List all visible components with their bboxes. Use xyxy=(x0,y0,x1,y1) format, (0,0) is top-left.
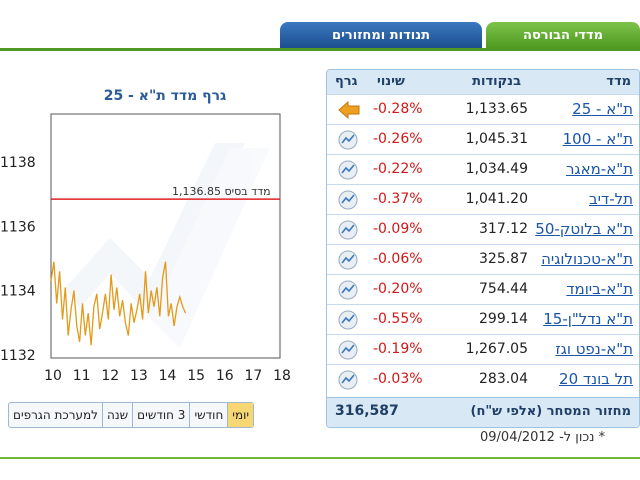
index-change: -0.20% xyxy=(373,281,423,297)
bottom-divider xyxy=(0,457,640,459)
x-tick-label: 18 xyxy=(273,368,291,384)
chart-title: גרף מדד ת"א - 25 xyxy=(103,88,227,104)
as-of-date: * נכון ל- 09/04/2012 xyxy=(480,430,606,445)
index-value: 754.44 xyxy=(479,281,528,297)
table-row: ת"א-נפט וגז 1,267.05 -0.19% xyxy=(327,334,639,365)
table-row: ת"א-טכנולוגיה 325.87 -0.06% xyxy=(327,244,639,275)
header-index: מדד xyxy=(606,74,631,89)
mini-chart-icon[interactable] xyxy=(337,249,359,271)
mini-chart-icon[interactable] xyxy=(337,309,359,331)
range-button[interactable]: למערכת הגרפים xyxy=(13,408,99,422)
table-row: ת"א נדל"ן-15 299.14 -0.55% xyxy=(327,304,639,335)
mini-chart-icon[interactable] xyxy=(337,189,359,211)
index-name-link[interactable]: ת"א - 25 xyxy=(572,100,633,118)
range-button[interactable]: שנה xyxy=(102,403,132,427)
index-change: -0.03% xyxy=(373,371,423,387)
index-value: 299.14 xyxy=(479,311,528,327)
index-value: 1,041.20 xyxy=(465,191,528,207)
table-row: תל-דיב 1,041.20 -0.37% xyxy=(327,184,639,215)
mini-chart-icon[interactable] xyxy=(337,279,359,301)
table-header: מדד בנקודות שינוי גרף xyxy=(327,70,639,94)
index-name-link[interactable]: ת"א בלוטק-50 xyxy=(535,220,633,238)
index-change: -0.55% xyxy=(373,311,423,327)
index-value: 1,034.49 xyxy=(465,161,528,177)
x-tick-label: 15 xyxy=(187,368,205,384)
mini-chart-icon[interactable] xyxy=(337,369,359,391)
table-row: תל בונד 20 283.04 -0.03% xyxy=(327,364,639,395)
y-tick-label: 1134 xyxy=(0,284,36,300)
x-tick-label: 13 xyxy=(130,368,148,384)
y-tick-label: 1136 xyxy=(0,219,36,235)
index-name-link[interactable]: ת"א נדל"ן-15 xyxy=(543,310,633,328)
index-change: -0.09% xyxy=(373,221,423,237)
x-tick-label: 14 xyxy=(159,368,177,384)
table-row: ת"א בלוטק-50 317.12 -0.09% xyxy=(327,214,639,245)
index-value: 317.12 xyxy=(479,221,528,237)
index-value: 325.87 xyxy=(479,251,528,267)
index-name-link[interactable]: ת"א-נפט וגז xyxy=(555,340,633,358)
y-tick-label: 1138 xyxy=(0,155,36,171)
turnover-row: מחזור המסחר (אלפי ש"ח) 316,587 xyxy=(327,397,639,427)
index-name-link[interactable]: ת"א-ביומד xyxy=(566,280,633,298)
range-button[interactable]: 3 חודשים xyxy=(132,403,189,427)
y-tick-label: 1132 xyxy=(0,348,36,364)
price-series-line xyxy=(50,261,187,346)
index-value: 1,045.31 xyxy=(465,131,528,147)
index-value: 1,267.05 xyxy=(465,341,528,357)
x-tick-label: 17 xyxy=(244,368,262,384)
header-graph: גרף xyxy=(335,74,358,89)
turnover-label: מחזור המסחר (אלפי ש"ח) xyxy=(470,404,632,419)
index-name-link[interactable]: תל בונד 20 xyxy=(559,370,633,388)
range-button[interactable]: חודשי xyxy=(189,403,227,427)
index-value: 283.04 xyxy=(479,371,528,387)
tab-movers[interactable]: תנודות ומחזורים xyxy=(280,22,482,48)
index-change: -0.19% xyxy=(373,341,423,357)
tab-indices[interactable]: מדדי הבורסה xyxy=(486,22,640,48)
index-change: -0.26% xyxy=(373,131,423,147)
table-row: ת"א - 25 1,133.65 -0.28% xyxy=(327,94,639,125)
index-change: -0.37% xyxy=(373,191,423,207)
plot-frame xyxy=(50,113,281,359)
x-tick-label: 12 xyxy=(101,368,119,384)
index-change: -0.06% xyxy=(373,251,423,267)
index-name-link[interactable]: ת"א-מאגר xyxy=(565,160,633,178)
index-chart: 1132 1134 1136 1138 10 11 12 13 14 15 16 17 18 מדד … xyxy=(0,113,291,384)
tab-indices-label: מדדי הבורסה xyxy=(523,27,603,43)
turnover-value: 316,587 xyxy=(335,403,399,419)
range-selector: יומי חודשי 3 חודשים שנה למערכת הגרפים xyxy=(8,402,255,428)
header-points: בנקודות xyxy=(472,74,521,89)
table-row: ת"א-ביומד 754.44 -0.20% xyxy=(327,274,639,305)
indices-table: מדד בנקודות שינוי גרף ת"א - 25 1,133.65 -0… xyxy=(326,69,640,428)
index-change: -0.22% xyxy=(373,161,423,177)
base-index-label: מדד בסיס 1,136.85 xyxy=(172,185,271,198)
table-row: ת"א-מאגר 1,034.49 -0.22% xyxy=(327,154,639,185)
index-value: 1,133.65 xyxy=(465,101,528,117)
index-name-link[interactable]: ת"א - 100 xyxy=(562,130,633,148)
mini-chart-icon[interactable] xyxy=(337,129,359,151)
tab-movers-label: תנודות ומחזורים xyxy=(332,27,430,43)
x-tick-label: 16 xyxy=(216,368,234,384)
header-change: שינוי xyxy=(377,74,405,89)
x-tick-label: 10 xyxy=(44,368,62,384)
range-button[interactable]: יומי xyxy=(227,403,254,427)
index-name-link[interactable]: ת"א-טכנולוגיה xyxy=(541,250,633,268)
index-change: -0.28% xyxy=(373,101,423,117)
table-row: ת"א - 100 1,045.31 -0.26% xyxy=(327,124,639,155)
chart-watermark xyxy=(65,143,270,348)
x-tick-label: 11 xyxy=(73,368,91,384)
mini-chart-icon[interactable] xyxy=(337,159,359,181)
mini-chart-icon[interactable] xyxy=(337,339,359,361)
arrow-left-icon[interactable] xyxy=(337,99,360,121)
tab-underline xyxy=(0,48,640,51)
mini-chart-icon[interactable] xyxy=(337,219,359,241)
index-name-link[interactable]: תל-דיב xyxy=(588,190,633,208)
